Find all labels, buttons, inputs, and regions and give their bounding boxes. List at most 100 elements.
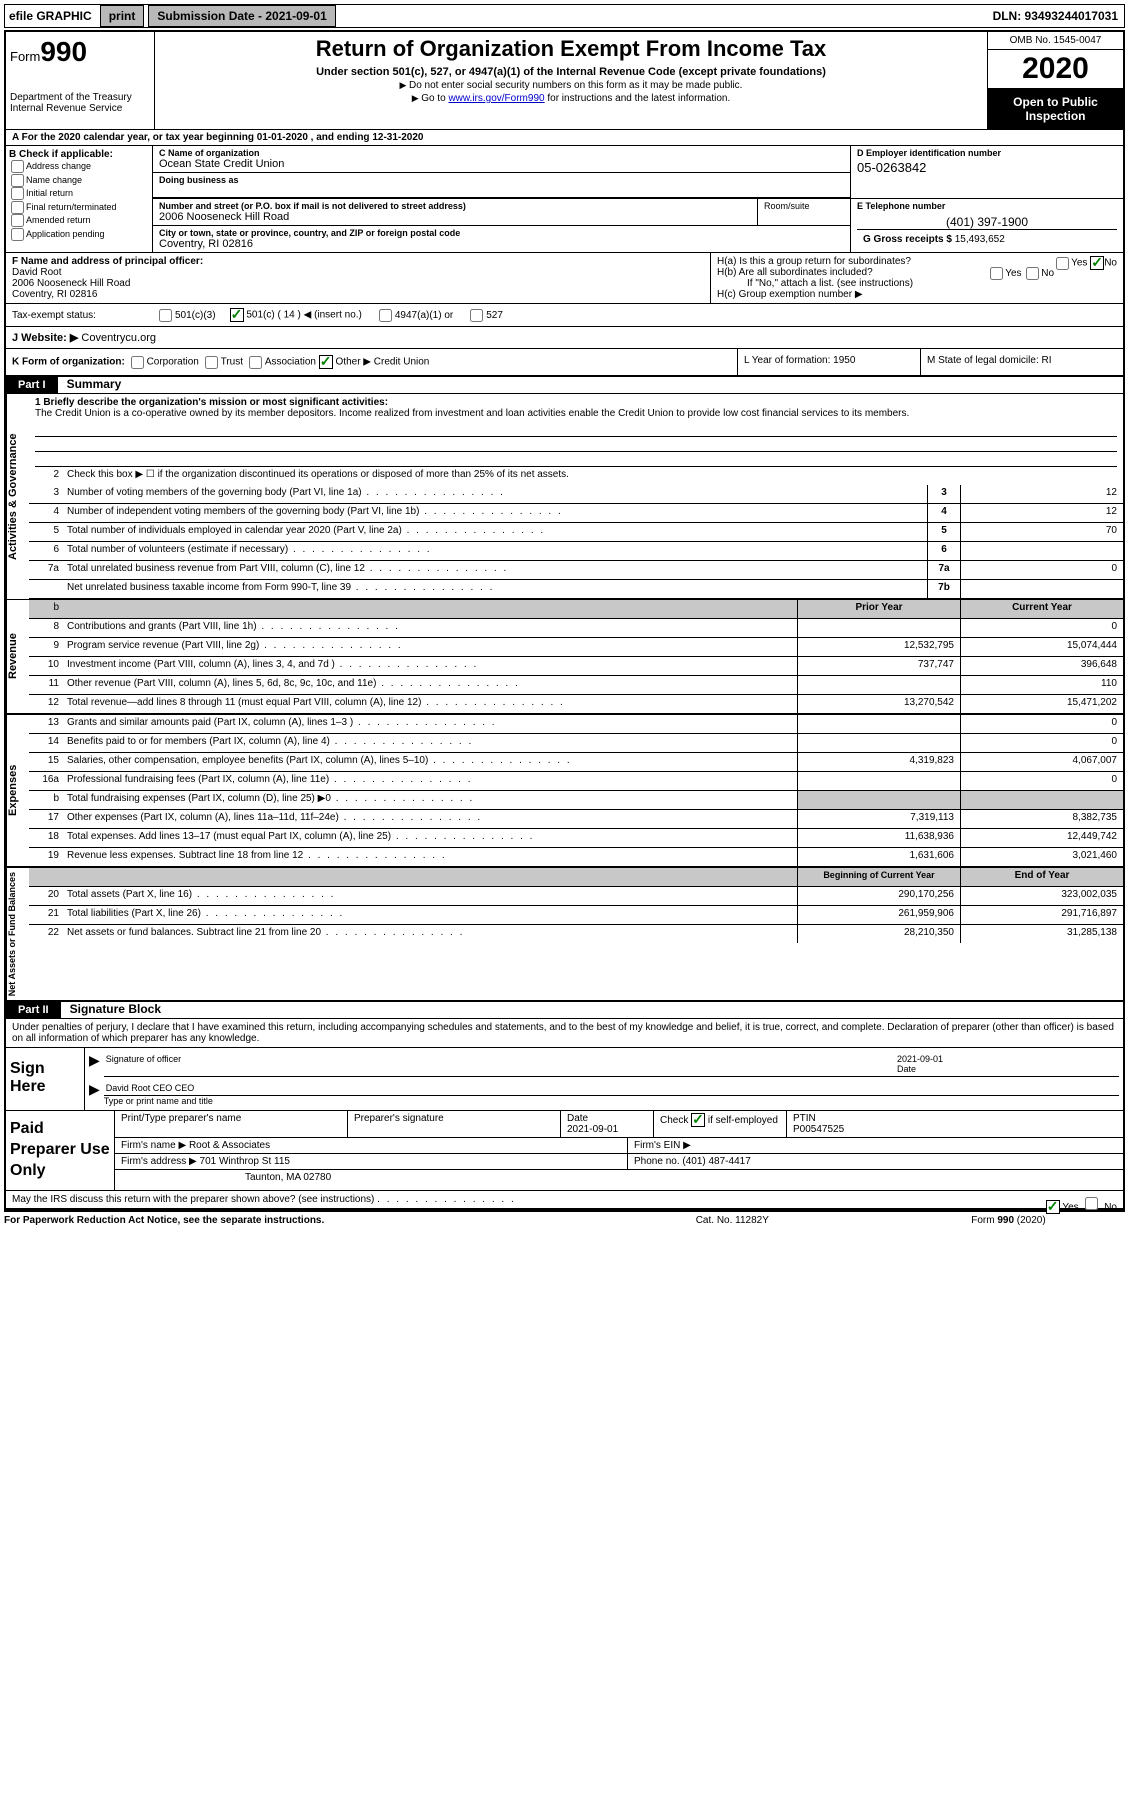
chk-trust[interactable] (205, 356, 218, 369)
current-value: 15,471,202 (960, 695, 1123, 713)
chk-corp[interactable] (131, 356, 144, 369)
firm-addr-label: Firm's address ▶ (121, 1156, 197, 1167)
opt-trust: Trust (221, 357, 243, 368)
chk-self-emp[interactable] (691, 1113, 705, 1127)
ha-yes[interactable] (1056, 257, 1069, 270)
ptin-block: PTIN P00547525 (787, 1111, 1123, 1137)
summary-row: 5 Total number of individuals employed i… (29, 523, 1123, 542)
city-label: City or town, state or province, country… (159, 228, 844, 238)
tax-status-row: Tax-exempt status: 501(c)(3) 501(c) ( 14… (6, 304, 1123, 327)
hb-no-label: No (1041, 268, 1054, 279)
chk-501c[interactable] (230, 308, 244, 322)
part1-title: Summary (61, 377, 122, 391)
firm-addr2: Taunton, MA 02780 (115, 1170, 1123, 1185)
line-num: 6 (29, 542, 63, 560)
print-button[interactable]: print (100, 5, 145, 27)
activities-governance: Activities & Governance 1 Briefly descri… (6, 394, 1123, 599)
summary-row: 18 Total expenses. Add lines 13–17 (must… (29, 829, 1123, 848)
prior-value: 7,319,113 (797, 810, 960, 828)
chk-other[interactable] (319, 355, 333, 369)
ha-no[interactable] (1090, 256, 1104, 270)
part2-badge: Part II (6, 1002, 61, 1018)
irs-link[interactable]: www.irs.gov/Form990 (448, 93, 544, 104)
group-return-block: H(a) Is this a group return for subordin… (711, 253, 1123, 303)
header-left: Form990 Department of the Treasury Inter… (6, 32, 155, 129)
summary-row: 22 Net assets or fund balances. Subtract… (29, 925, 1123, 943)
goto-note: Go to www.irs.gov/Form990 for instructio… (159, 93, 983, 104)
hb-no[interactable] (1026, 267, 1039, 280)
header-right: OMB No. 1545-0047 2020 Open to Public In… (987, 32, 1123, 129)
street-label: Number and street (or P.O. box if mail i… (159, 201, 751, 211)
chk-amended[interactable] (11, 214, 24, 227)
gross-label: G Gross receipts $ (863, 234, 955, 245)
chk-final-return[interactable] (11, 201, 24, 214)
prep-name-label: Print/Type preparer's name (115, 1111, 348, 1137)
efile-label: efile GRAPHIC (5, 9, 96, 23)
submission-date-button[interactable]: Submission Date - 2021-09-01 (148, 5, 335, 27)
prior-value: 11,638,936 (797, 829, 960, 847)
ha-no-label: No (1104, 258, 1117, 269)
chk-name-change[interactable] (11, 174, 24, 187)
prior-value: 4,319,823 (797, 753, 960, 771)
chk-label-initial: Initial return (26, 188, 73, 198)
goto-post: for instructions and the latest informat… (545, 93, 731, 104)
footer-right: Form 990 (2020) (896, 1215, 1046, 1226)
current-value: 12,449,742 (960, 829, 1123, 847)
blank (63, 600, 797, 618)
b-marker: b (29, 600, 63, 618)
prior-value: 290,170,256 (797, 887, 960, 905)
klm-row: K Form of organization: Corporation Trus… (6, 349, 1123, 377)
ssn-note: Do not enter social security numbers on … (159, 80, 983, 91)
chk-assoc[interactable] (249, 356, 262, 369)
line-text: Total revenue—add lines 8 through 11 (mu… (63, 695, 797, 713)
discuss-yes[interactable] (1046, 1200, 1060, 1214)
prep-date-label: Date (567, 1113, 588, 1124)
chk-app-pending[interactable] (11, 228, 24, 241)
summary-row: 6 Total number of volunteers (estimate i… (29, 542, 1123, 561)
line-text: Grants and similar amounts paid (Part IX… (63, 715, 797, 733)
officer-group-row: F Name and address of principal officer:… (6, 253, 1123, 304)
discuss-no[interactable] (1085, 1197, 1098, 1210)
part1-header: Part I Summary (6, 377, 1123, 394)
penalties-text: Under penalties of perjury, I declare th… (6, 1019, 1123, 1048)
line-num: 11 (29, 676, 63, 694)
blank-line (35, 437, 1117, 452)
website-value: Coventrycu.org (78, 332, 156, 344)
chk-4947[interactable] (379, 309, 392, 322)
discuss-text: May the IRS discuss this return with the… (12, 1194, 374, 1205)
current-value: 3,021,460 (960, 848, 1123, 866)
line-text: Contributions and grants (Part VIII, lin… (63, 619, 797, 637)
arrow-icon: ▶ (89, 1081, 104, 1106)
line-box: 4 (927, 504, 960, 522)
city-value: Coventry, RI 02816 (159, 238, 844, 250)
chk-501c3[interactable] (159, 309, 172, 322)
part1-badge: Part I (6, 377, 58, 393)
line-box: 3 (927, 485, 960, 503)
summary-row: 15 Salaries, other compensation, employe… (29, 753, 1123, 772)
line-value: 70 (960, 523, 1123, 541)
chk-initial-return[interactable] (11, 187, 24, 200)
line-text: Other revenue (Part VIII, column (A), li… (63, 676, 797, 694)
dept-line2: Internal Revenue Service (10, 103, 122, 114)
prior-value (797, 772, 960, 790)
chk-address-change[interactable] (11, 160, 24, 173)
current-value: 291,716,897 (960, 906, 1123, 924)
opt-501c3: 501(c)(3) (175, 310, 216, 321)
hb-yes[interactable] (990, 267, 1003, 280)
hb-yes-label: Yes (1005, 268, 1021, 279)
street-value: 2006 Nooseneck Hill Road (159, 211, 751, 223)
sign-here-label: Sign Here (6, 1048, 85, 1110)
form-number: Form990 (10, 36, 150, 68)
line-box: 5 (927, 523, 960, 541)
blank (63, 868, 797, 886)
ein-value: 05-0263842 (857, 160, 1117, 175)
chk-527[interactable] (470, 309, 483, 322)
line-text: Net unrelated business taxable income fr… (63, 580, 927, 598)
firm-name-label: Firm's name ▶ (121, 1140, 186, 1151)
dln: DLN: 93493244017031 (993, 9, 1124, 23)
officer-block: F Name and address of principal officer:… (6, 253, 711, 303)
firm-addr1: 701 Winthrop St 115 (200, 1156, 290, 1167)
self-emp-text: Check if self-employed (660, 1115, 778, 1126)
summary-row: 7a Total unrelated business revenue from… (29, 561, 1123, 580)
line-value (960, 542, 1123, 560)
